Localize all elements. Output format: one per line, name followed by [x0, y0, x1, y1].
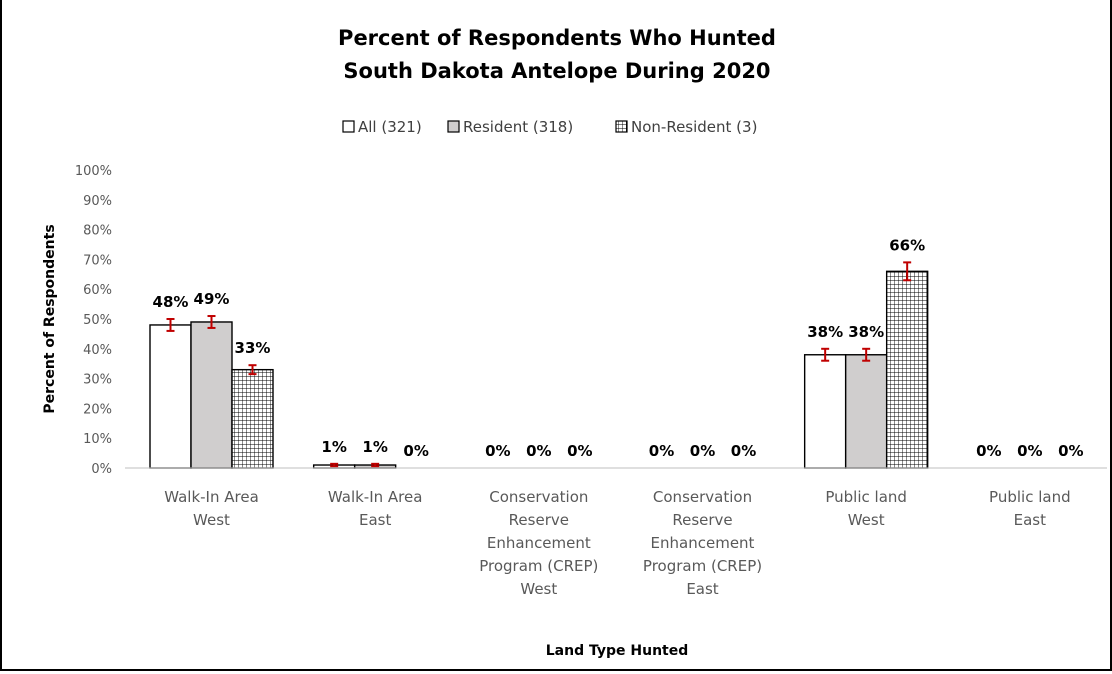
legend-swatch [447, 120, 460, 133]
legend-item: All (321) [342, 118, 422, 136]
data-label: 48% [153, 293, 189, 311]
y-tick-label: 100% [75, 164, 112, 179]
bar-2-0 [231, 368, 274, 469]
legend-label: Resident (318) [463, 118, 573, 136]
legend-item: Non-Resident (3) [615, 118, 757, 136]
y-tick-label: 30% [83, 373, 112, 388]
data-label: 66% [889, 236, 925, 254]
data-label: 38% [848, 323, 884, 341]
x-axis: Walk-In Area West Walk-In Area East Conserva… [125, 467, 1107, 598]
bar-1-4 [844, 354, 888, 469]
legend-label: All (321) [358, 118, 422, 136]
x-category-label: Conservation Reserve Enhancement Program (C… [643, 488, 762, 598]
bar-1-0 [190, 321, 233, 469]
chart-title-line-2: South Dakota Antelope During 2020 [343, 59, 770, 83]
data-label: 0% [403, 442, 428, 460]
x-axis-title: Land Type Hunted [546, 643, 689, 659]
y-tick-label: 10% [83, 432, 112, 447]
bars: 48% 1% 0% 0% 38% 0% 49% 1% 0% 0% 38% 0% 33% 0% 0% 0% 66%… [149, 236, 1084, 469]
legend-swatch [615, 120, 628, 133]
bar-0-0 [149, 324, 192, 469]
y-tick-label: 0% [91, 462, 112, 477]
legend: All (321) Resident (318) Non-Resident (3) [342, 118, 757, 136]
x-category-label: Conservation Reserve Enhancement Program (C… [479, 488, 598, 598]
data-label: 0% [1058, 442, 1083, 460]
bar-2-4 [885, 270, 929, 469]
chart-title-line-1: Percent of Respondents Who Hunted [338, 26, 776, 50]
data-label: 0% [485, 442, 510, 460]
x-category-label: Public land West [825, 488, 907, 529]
data-label: 1% [362, 438, 387, 456]
y-tick-label: 40% [83, 343, 112, 358]
y-tick-label: 90% [83, 194, 112, 209]
bar-0-4 [803, 354, 847, 469]
data-label: 0% [649, 442, 674, 460]
error-bar [248, 364, 257, 376]
x-category-label: Walk-In Area West [164, 488, 259, 529]
y-tick-label: 20% [83, 402, 112, 417]
error-bar [903, 261, 912, 282]
error-bar [330, 462, 339, 468]
y-axis-title: Percent of Respondents [42, 224, 58, 413]
data-label: 38% [807, 323, 843, 341]
legend-item: Resident (318) [447, 118, 573, 136]
data-label: 0% [1017, 442, 1042, 460]
error-bar [862, 347, 871, 362]
data-label: 0% [526, 442, 551, 460]
data-label: 0% [976, 442, 1001, 460]
y-tick-label: 60% [83, 283, 112, 298]
legend-label: Non-Resident (3) [631, 118, 757, 136]
data-label: 1% [321, 438, 346, 456]
data-label: 0% [567, 442, 592, 460]
x-category-label: Walk-In Area East [328, 488, 423, 529]
data-label: 0% [731, 442, 756, 460]
y-tick-label: 80% [83, 224, 112, 239]
error-bar [821, 347, 830, 362]
y-axis: 0% 10% 20% 30% 40% 50% 60% 70% 80% 90% 100% [75, 164, 112, 477]
legend-swatch [342, 120, 355, 133]
y-tick-label: 70% [83, 253, 112, 268]
data-label: 0% [690, 442, 715, 460]
data-label: 49% [194, 290, 230, 308]
y-tick-label: 50% [83, 313, 112, 328]
x-category-label: Public land East [989, 488, 1071, 529]
error-bar [207, 315, 216, 329]
error-bar [166, 318, 175, 332]
error-bar [371, 462, 380, 468]
data-label: 33% [235, 339, 271, 357]
